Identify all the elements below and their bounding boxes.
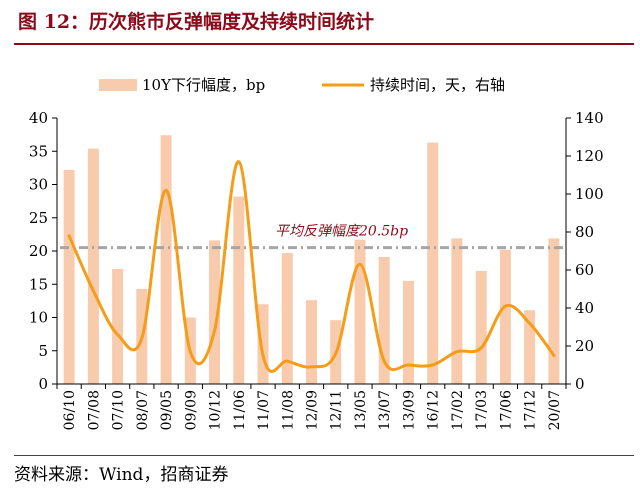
y-left-tick-label: 20 [29,242,48,260]
bar-07/10 [112,269,124,384]
x-tick-label: 07/10 [111,390,127,430]
bar-13/05 [354,239,366,384]
x-tick-label: 17/03 [474,390,490,430]
y-left-tick-label: 40 [29,109,48,127]
x-tick-label: 12/09 [305,390,321,430]
line-series [67,160,556,373]
x-tick-label: 13/07 [377,390,393,430]
bar-13/09 [403,280,414,384]
legend-bar-label: 10Y下行幅度，bp [142,76,265,94]
bar-16/12 [427,142,439,384]
bar-series [63,135,560,384]
x-tick-label: 09/05 [159,390,175,430]
average-reference-label: 平均反弹幅度20.5bp [275,224,408,240]
y-right-tick-label: 100 [575,185,604,203]
x-tick-label: 20/07 [547,390,563,430]
axes: 0 5 10 15 20 25 30 35 40 0 20 40 60 80 100 120 140 06/10 0… [29,109,604,430]
y-right-tick-label: 40 [575,299,594,317]
x-tick-label: 06/10 [62,390,78,430]
bar-07/08 [87,148,99,384]
y-right-tick-label: 60 [575,261,594,279]
x-tick-label: 11/06 [232,390,248,430]
source-note: 资料来源：Wind，招商证券 [14,465,229,485]
y-left-tick-label: 30 [29,176,48,194]
x-tick-label: 08/07 [135,390,151,430]
x-tick-label: 10/12 [208,390,224,430]
bar-17/03 [475,270,487,384]
bar-13/07 [378,257,390,384]
source-rule [14,455,634,456]
x-tick-label: 13/05 [353,390,369,430]
bar-11/07 [257,304,269,384]
x-tick-label: 16/12 [426,390,442,430]
bar-12/09 [306,300,317,384]
y-right-tick-label: 120 [575,147,604,165]
bar-17/06 [499,249,511,384]
bar-10/12 [209,240,220,384]
y-right-tick-label: 0 [575,375,585,393]
x-tick-label: 13/09 [401,390,417,430]
legend-line-label: 持续时间，天，右轴 [370,76,505,94]
bar-20/07 [548,238,560,384]
title-rule [14,43,634,45]
y-left-tick-label: 15 [29,275,48,293]
bar-06/10 [63,169,75,384]
x-tick-label: 09/09 [183,390,199,430]
y-right-tick-label: 80 [575,223,594,241]
reference-line-group: 平均反弹幅度20.5bp [60,224,563,250]
y-right-tick-label: 20 [575,337,594,355]
x-tick-label: 07/08 [86,390,102,430]
x-tick-label: 17/06 [498,390,514,430]
y-left-tick-label: 0 [38,375,48,393]
legend-bar-swatch [99,79,137,91]
legend: 10Y下行幅度，bp 持续时间，天，右轴 [99,76,505,94]
bar-11/08 [281,253,293,384]
y-left-tick-label: 5 [38,342,48,360]
bar-17/02 [451,238,463,384]
bar-09/05 [160,135,172,384]
y-right-tick-label: 140 [575,109,604,127]
y-left-tick-label: 25 [29,209,48,227]
x-tick-label: 12/11 [329,390,345,430]
y-left-tick-label: 10 [29,309,48,327]
bar-17/12 [524,310,536,384]
x-tick-label: 11/08 [280,390,296,430]
x-tick-label: 17/12 [523,390,539,430]
y-left-tick-label: 35 [29,142,48,160]
x-tick-label: 17/02 [450,390,466,430]
bar-11/06 [233,196,245,384]
x-tick-label: 11/07 [256,390,272,430]
figure-title: 图 12：历次熊市反弹幅度及持续时间统计 [18,11,375,33]
